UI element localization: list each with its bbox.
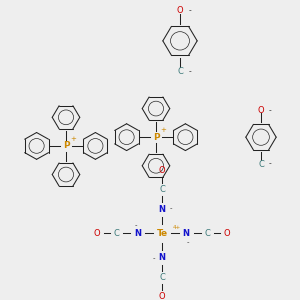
Text: C: C <box>177 67 183 76</box>
Text: C: C <box>114 229 120 238</box>
Text: O: O <box>224 229 230 238</box>
Text: -: - <box>152 256 155 262</box>
Text: -: - <box>189 67 191 76</box>
Text: O: O <box>159 292 165 300</box>
Text: N: N <box>183 229 190 238</box>
Text: O: O <box>258 106 264 115</box>
Text: O: O <box>159 166 165 175</box>
Text: +: + <box>160 127 166 133</box>
Text: C: C <box>258 160 264 169</box>
Text: N: N <box>134 229 141 238</box>
Text: -: - <box>268 160 271 169</box>
Text: -: - <box>135 222 137 228</box>
Text: -: - <box>189 6 191 15</box>
Text: C: C <box>204 229 210 238</box>
Text: -: - <box>268 106 271 115</box>
Text: N: N <box>158 253 166 262</box>
Text: N: N <box>158 206 166 214</box>
Text: 4+: 4+ <box>173 225 181 230</box>
Text: C: C <box>159 185 165 194</box>
Text: P: P <box>63 141 69 150</box>
Text: -: - <box>169 206 172 212</box>
Text: C: C <box>159 273 165 282</box>
Text: O: O <box>94 229 101 238</box>
Text: -: - <box>187 239 189 245</box>
Text: +: + <box>70 136 76 142</box>
Text: P: P <box>153 133 159 142</box>
Text: O: O <box>177 6 183 15</box>
Text: Te: Te <box>156 229 168 238</box>
